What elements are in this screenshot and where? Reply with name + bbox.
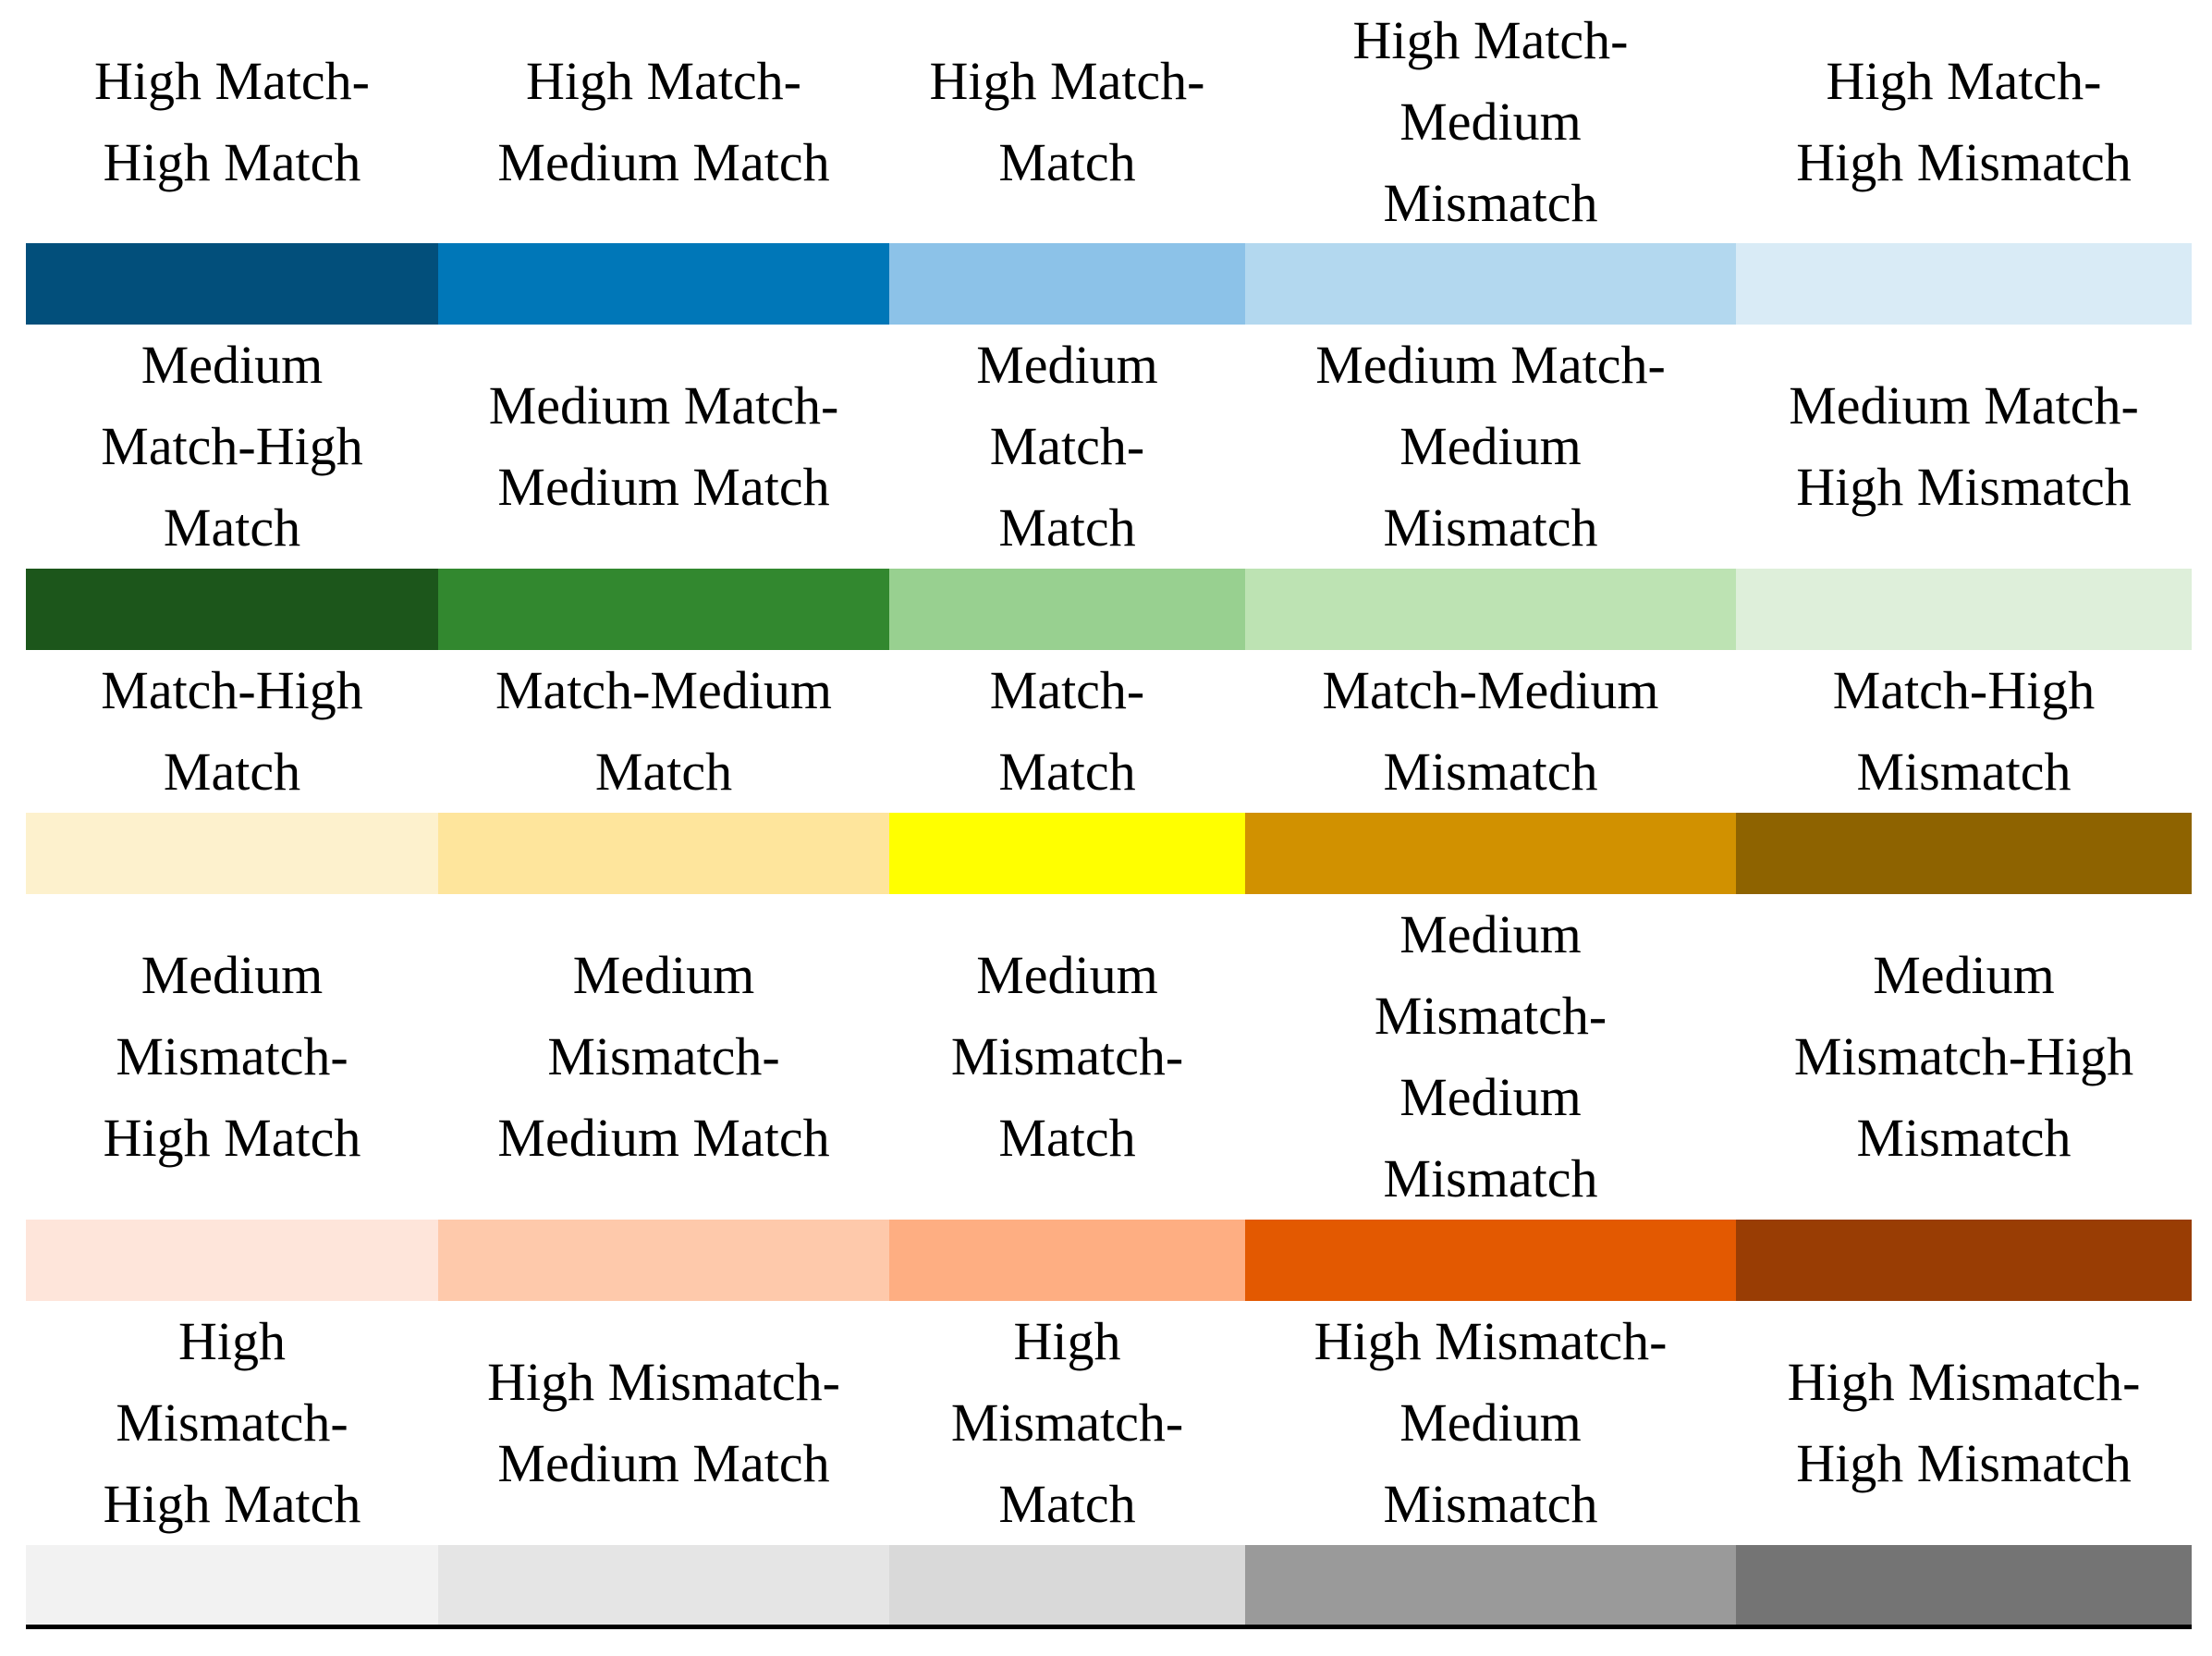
- label-high-mismatch-medium-mismatch: High Mismatch- Medium Mismatch: [1314, 1311, 1668, 1534]
- swatch-high-match-high-match: [26, 243, 438, 325]
- label-medium-match-medium-mismatch: Medium Match- Medium Mismatch: [1315, 335, 1666, 558]
- label-high-match-medium-mismatch: High Match- Medium Mismatch: [1352, 9, 1629, 233]
- swatch-high-mismatch-match: [889, 1545, 1245, 1626]
- swatch-match-medium-mismatch: [1245, 813, 1736, 894]
- label-row-match: Match-High Match Match-Medium Match Matc…: [26, 650, 2192, 813]
- swatch-medium-mismatch-high-match: [26, 1220, 438, 1301]
- label-high-mismatch-match: High Mismatch- Match: [950, 1311, 1184, 1534]
- swatch-row-medium-mismatch: [26, 1220, 2192, 1301]
- swatch-medium-mismatch-high-mismatch: [1736, 1220, 2192, 1301]
- label-high-mismatch-high-mismatch: High Mismatch- High Mismatch: [1787, 1352, 2141, 1493]
- label-medium-mismatch-medium-mismatch: Medium Mismatch- Medium Mismatch: [1374, 904, 1607, 1208]
- label-match-medium-match: Match-Medium Match: [495, 660, 833, 802]
- label-match-match: Match- Match: [989, 660, 1145, 802]
- label-medium-mismatch-match: Medium Mismatch- Match: [950, 945, 1184, 1168]
- label-high-match-high-match: High Match- High Match: [94, 50, 370, 192]
- swatch-match-high-match: [26, 813, 438, 894]
- swatch-row-medium-match: [26, 569, 2192, 650]
- swatch-match-high-mismatch: [1736, 813, 2192, 894]
- label-high-mismatch-medium-match: High Mismatch- Medium Match: [487, 1352, 840, 1493]
- label-match-high-mismatch: Match-High Mismatch: [1832, 660, 2096, 802]
- swatch-high-mismatch-medium-match: [438, 1545, 889, 1626]
- label-medium-mismatch-high-match: Medium Mismatch- High Match: [103, 945, 361, 1168]
- swatch-high-mismatch-medium-mismatch: [1245, 1545, 1736, 1626]
- label-medium-match-high-match: Medium Match-High Match: [101, 335, 363, 558]
- swatch-medium-match-medium-mismatch: [1245, 569, 1736, 650]
- swatch-high-match-high-mismatch: [1736, 243, 2192, 325]
- swatch-match-match: [889, 813, 1245, 894]
- label-row-medium-mismatch: Medium Mismatch- High Match Medium Misma…: [26, 894, 2192, 1220]
- label-medium-mismatch-medium-match: Medium Mismatch- Medium Match: [497, 945, 830, 1168]
- bottom-rule-divider: [26, 1625, 2192, 1629]
- swatch-match-medium-match: [438, 813, 889, 894]
- color-legend-grid: High Match- High Match High Match- Mediu…: [26, 0, 2192, 1626]
- label-high-match-match: High Match- Match: [929, 50, 1205, 192]
- swatch-medium-match-match: [889, 569, 1245, 650]
- label-match-high-match: Match-High Match: [101, 660, 363, 802]
- swatch-high-mismatch-high-mismatch: [1736, 1545, 2192, 1626]
- swatch-medium-mismatch-match: [889, 1220, 1245, 1301]
- swatch-row-match: [26, 813, 2192, 894]
- label-match-medium-mismatch: Match-Medium Mismatch: [1322, 660, 1659, 802]
- swatch-medium-mismatch-medium-match: [438, 1220, 889, 1301]
- label-row-high-match: High Match- High Match High Match- Mediu…: [26, 0, 2192, 243]
- swatch-row-high-match: [26, 243, 2192, 325]
- swatch-row-high-mismatch: [26, 1545, 2192, 1626]
- label-medium-match-high-mismatch: Medium Match- High Mismatch: [1789, 375, 2139, 517]
- swatch-medium-mismatch-medium-mismatch: [1245, 1220, 1736, 1301]
- label-medium-mismatch-high-mismatch: Medium Mismatch-High Mismatch: [1793, 945, 2134, 1168]
- label-high-mismatch-high-match: High Mismatch- High Match: [103, 1311, 361, 1534]
- swatch-medium-match-high-mismatch: [1736, 569, 2192, 650]
- label-row-high-mismatch: High Mismatch- High Match High Mismatch-…: [26, 1301, 2192, 1545]
- swatch-high-match-medium-mismatch: [1245, 243, 1736, 325]
- label-high-match-high-mismatch: High Match- High Mismatch: [1796, 50, 2132, 192]
- swatch-high-match-medium-match: [438, 243, 889, 325]
- swatch-medium-match-high-match: [26, 569, 438, 650]
- label-medium-match-match: Medium Match- Match: [976, 335, 1158, 558]
- label-high-match-medium-match: High Match- Medium Match: [497, 50, 830, 192]
- swatch-medium-match-medium-match: [438, 569, 889, 650]
- swatch-high-match-match: [889, 243, 1245, 325]
- swatch-high-mismatch-high-match: [26, 1545, 438, 1626]
- label-row-medium-match: Medium Match-High Match Medium Match- Me…: [26, 325, 2192, 569]
- label-medium-match-medium-match: Medium Match- Medium Match: [488, 375, 839, 517]
